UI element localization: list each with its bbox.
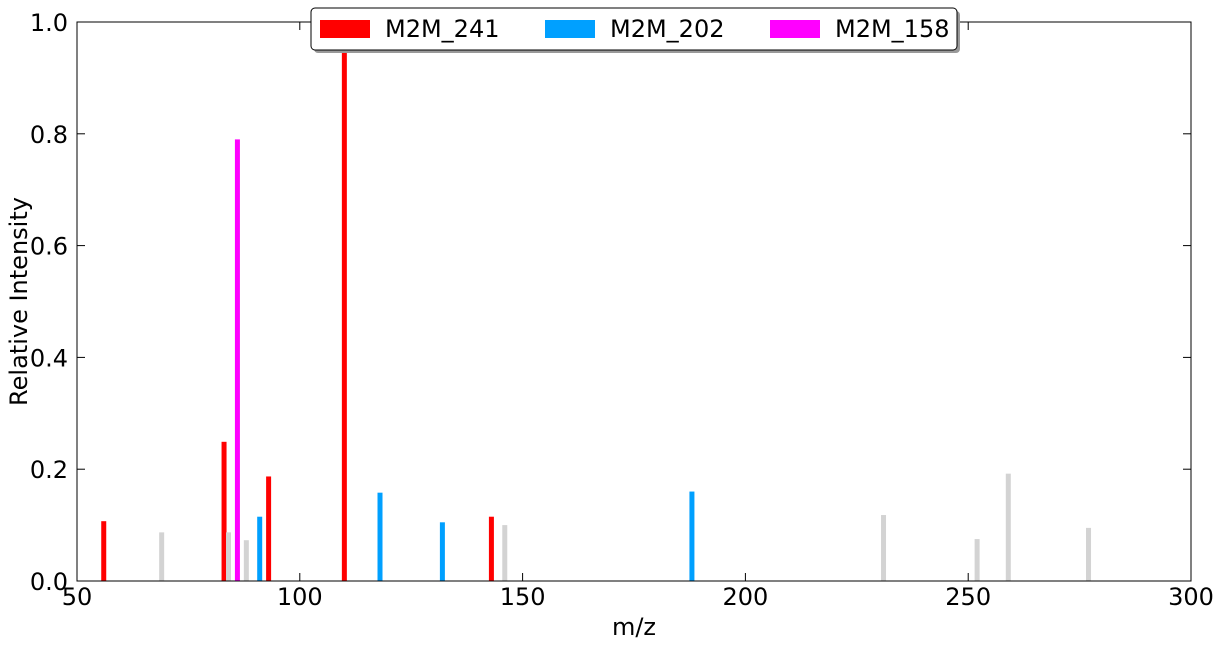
legend-label-0: M2M_241 [385, 15, 500, 43]
bar-series-3-0 [159, 532, 165, 581]
bars-group [101, 22, 1092, 581]
bar-series-3-7 [1086, 527, 1092, 581]
bar-series-0-4 [488, 516, 494, 581]
bar-series-1-0 [257, 516, 263, 581]
x-tick-label: 50 [62, 583, 93, 611]
x-tick-label: 300 [1168, 583, 1214, 611]
x-tick-label: 250 [945, 583, 991, 611]
bar-series-0-1 [221, 441, 227, 581]
legend-box [310, 7, 958, 51]
plot-frame [76, 21, 1192, 582]
legend-swatch-1 [545, 20, 595, 38]
bar-series-1-2 [439, 522, 445, 581]
x-axis-title: m/z [612, 613, 656, 641]
ticks-group: 50 100 150 200 250 300 0.0 0.2 0.4 0.6 0.8 1.0 [30, 9, 1214, 611]
y-tick-label: 0.4 [30, 344, 68, 372]
bar-series-3-1 [226, 532, 232, 581]
y-tick-label: 0.0 [30, 568, 68, 596]
bar-series-3-2 [243, 540, 249, 581]
legend-swatch-0 [320, 20, 370, 38]
bar-series-1-3 [689, 491, 695, 581]
x-tick-label: 200 [722, 583, 768, 611]
bar-series-3-3 [502, 525, 508, 581]
y-tick-label: 0.8 [30, 121, 68, 149]
y-tick-label: 0.6 [30, 233, 68, 261]
legend-label-2: M2M_158 [835, 15, 950, 43]
bar-series-1-1 [377, 492, 383, 581]
bar-series-0-2 [266, 476, 272, 581]
legend-label-1: M2M_202 [610, 15, 725, 43]
legend: M2M_241 M2M_202 M2M_158 [310, 7, 960, 53]
bar-series-3-4 [881, 515, 887, 581]
y-axis-title: Relative Intensity [5, 197, 33, 406]
y-tick-label: 1.0 [30, 9, 68, 37]
bar-series-0-3 [341, 22, 347, 581]
y-tick-label: 0.2 [30, 456, 68, 484]
bar-series-3-6 [1005, 473, 1011, 581]
bar-series-2-0 [234, 139, 240, 581]
x-tick-label: 150 [500, 583, 546, 611]
x-tick-label: 100 [277, 583, 323, 611]
bar-series-3-5 [974, 539, 980, 581]
bar-series-0-0 [101, 521, 107, 581]
legend-swatch-2 [770, 20, 820, 38]
